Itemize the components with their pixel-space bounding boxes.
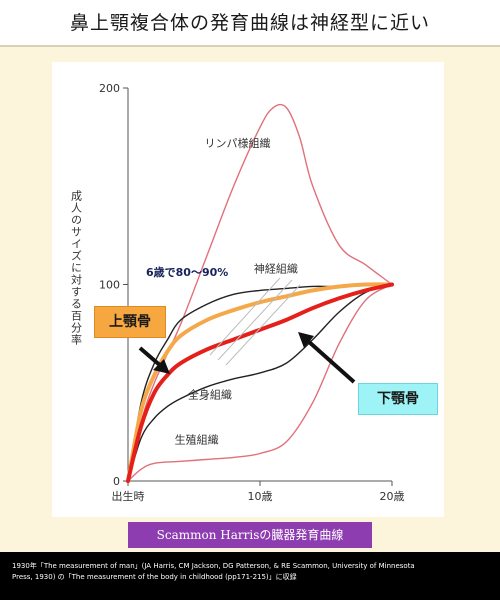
hatch-line: [209, 277, 281, 356]
title-divider: [0, 45, 500, 47]
citation-footer: 1930年「The measurement of man」(JA Harris,…: [0, 552, 500, 600]
slide-title: 鼻上顎複合体の発育曲線は神経型に近い: [69, 12, 430, 34]
general-curve: [127, 283, 393, 482]
series-label: 神経組織: [254, 262, 298, 276]
citation-line: Press, 1930) の「The measurement of the bo…: [12, 573, 297, 581]
y-tick-label: 200: [99, 82, 120, 95]
lower-jaw-arrow: [298, 332, 356, 384]
y-tick-label: 0: [113, 475, 120, 488]
lymphoid-curve: [127, 103, 393, 482]
y-axis-title: 成人のサイズに対する百分率: [70, 190, 83, 346]
x-tick-label: 10歳: [248, 490, 273, 503]
series-label: リンパ様組織: [205, 136, 271, 150]
hatch-line: [225, 284, 301, 366]
maxilla-curve: [126, 282, 394, 483]
chart-caption: Scammon Harrisの臓器発育曲線: [128, 522, 372, 548]
upper-jaw-callout: 上顎骨: [94, 306, 166, 338]
mandible-curve: [126, 282, 394, 483]
x-tick-label: 出生時: [112, 489, 145, 503]
upper-jaw-arrow: [138, 346, 170, 374]
reproductive-curve: [127, 283, 393, 482]
y-tick-label: 100: [99, 279, 120, 292]
age-annotation: 6歳で80〜90%: [146, 265, 228, 279]
citation-line: 1930年「The measurement of man」(JA Harris,…: [12, 562, 415, 570]
lower-jaw-callout: 下顎骨: [358, 383, 438, 415]
hatch-line: [217, 279, 293, 361]
series-label: 全身組織: [188, 387, 232, 401]
chart-frame: [52, 62, 444, 517]
series-label: 生殖組織: [175, 433, 219, 447]
x-tick-label: 20歳: [380, 490, 405, 503]
